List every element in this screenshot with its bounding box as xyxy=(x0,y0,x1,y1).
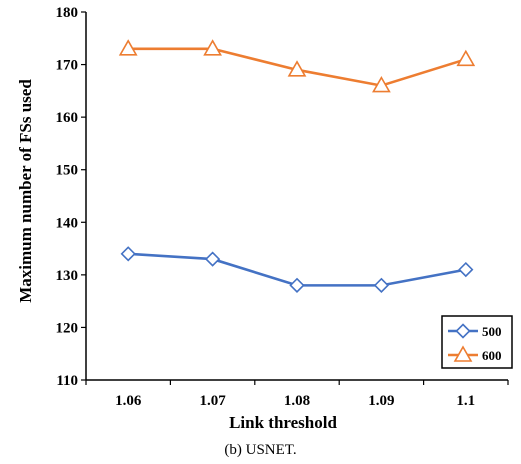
data-point xyxy=(456,49,476,67)
legend-marker xyxy=(455,323,471,339)
legend-entry: 500 xyxy=(448,323,502,339)
x-tick-label: 1.09 xyxy=(368,393,394,409)
y-axis-ticks: 110 120 130 140 150 160 170 180 xyxy=(56,5,86,389)
x-tick-label: 1.08 xyxy=(284,393,310,409)
x-axis-ticks: 1.06 1.07 1.08 1.09 1.1 xyxy=(85,380,509,409)
y-tick-label: 130 xyxy=(56,268,79,284)
x-tick-label: 1.1 xyxy=(456,393,475,409)
legend-label: 500 xyxy=(482,324,502,339)
data-point xyxy=(373,277,390,294)
data-point xyxy=(287,60,307,77)
legend-box xyxy=(441,315,513,369)
y-tick-label: 170 xyxy=(56,58,79,74)
data-point xyxy=(118,39,138,56)
data-point xyxy=(203,39,222,56)
y-tick-label: 160 xyxy=(56,110,79,126)
series-layer xyxy=(118,39,476,294)
y-tick-label: 150 xyxy=(56,163,79,179)
legend-marker xyxy=(453,345,473,362)
data-point xyxy=(289,277,305,294)
data-point xyxy=(458,261,474,278)
x-tick-label: 1.06 xyxy=(115,393,142,409)
legend: 500 600 xyxy=(441,315,513,369)
legend-entry: 600 xyxy=(448,345,502,363)
y-tick-label: 140 xyxy=(56,215,79,231)
figure-caption: (b) USNET. xyxy=(224,442,297,458)
y-tick-label: 110 xyxy=(56,373,78,389)
series-500 xyxy=(120,246,474,294)
data-point xyxy=(372,75,391,93)
x-tick-label: 1.07 xyxy=(199,393,226,409)
data-point xyxy=(204,251,221,267)
series-600 xyxy=(118,39,476,93)
y-axis-title: Maximum number of FSs used xyxy=(16,79,35,303)
x-axis-title: Link threshold xyxy=(229,413,337,432)
y-tick-label: 120 xyxy=(56,320,79,336)
legend-label: 600 xyxy=(482,348,502,363)
y-tick-label: 180 xyxy=(56,5,79,21)
data-point xyxy=(120,246,136,262)
